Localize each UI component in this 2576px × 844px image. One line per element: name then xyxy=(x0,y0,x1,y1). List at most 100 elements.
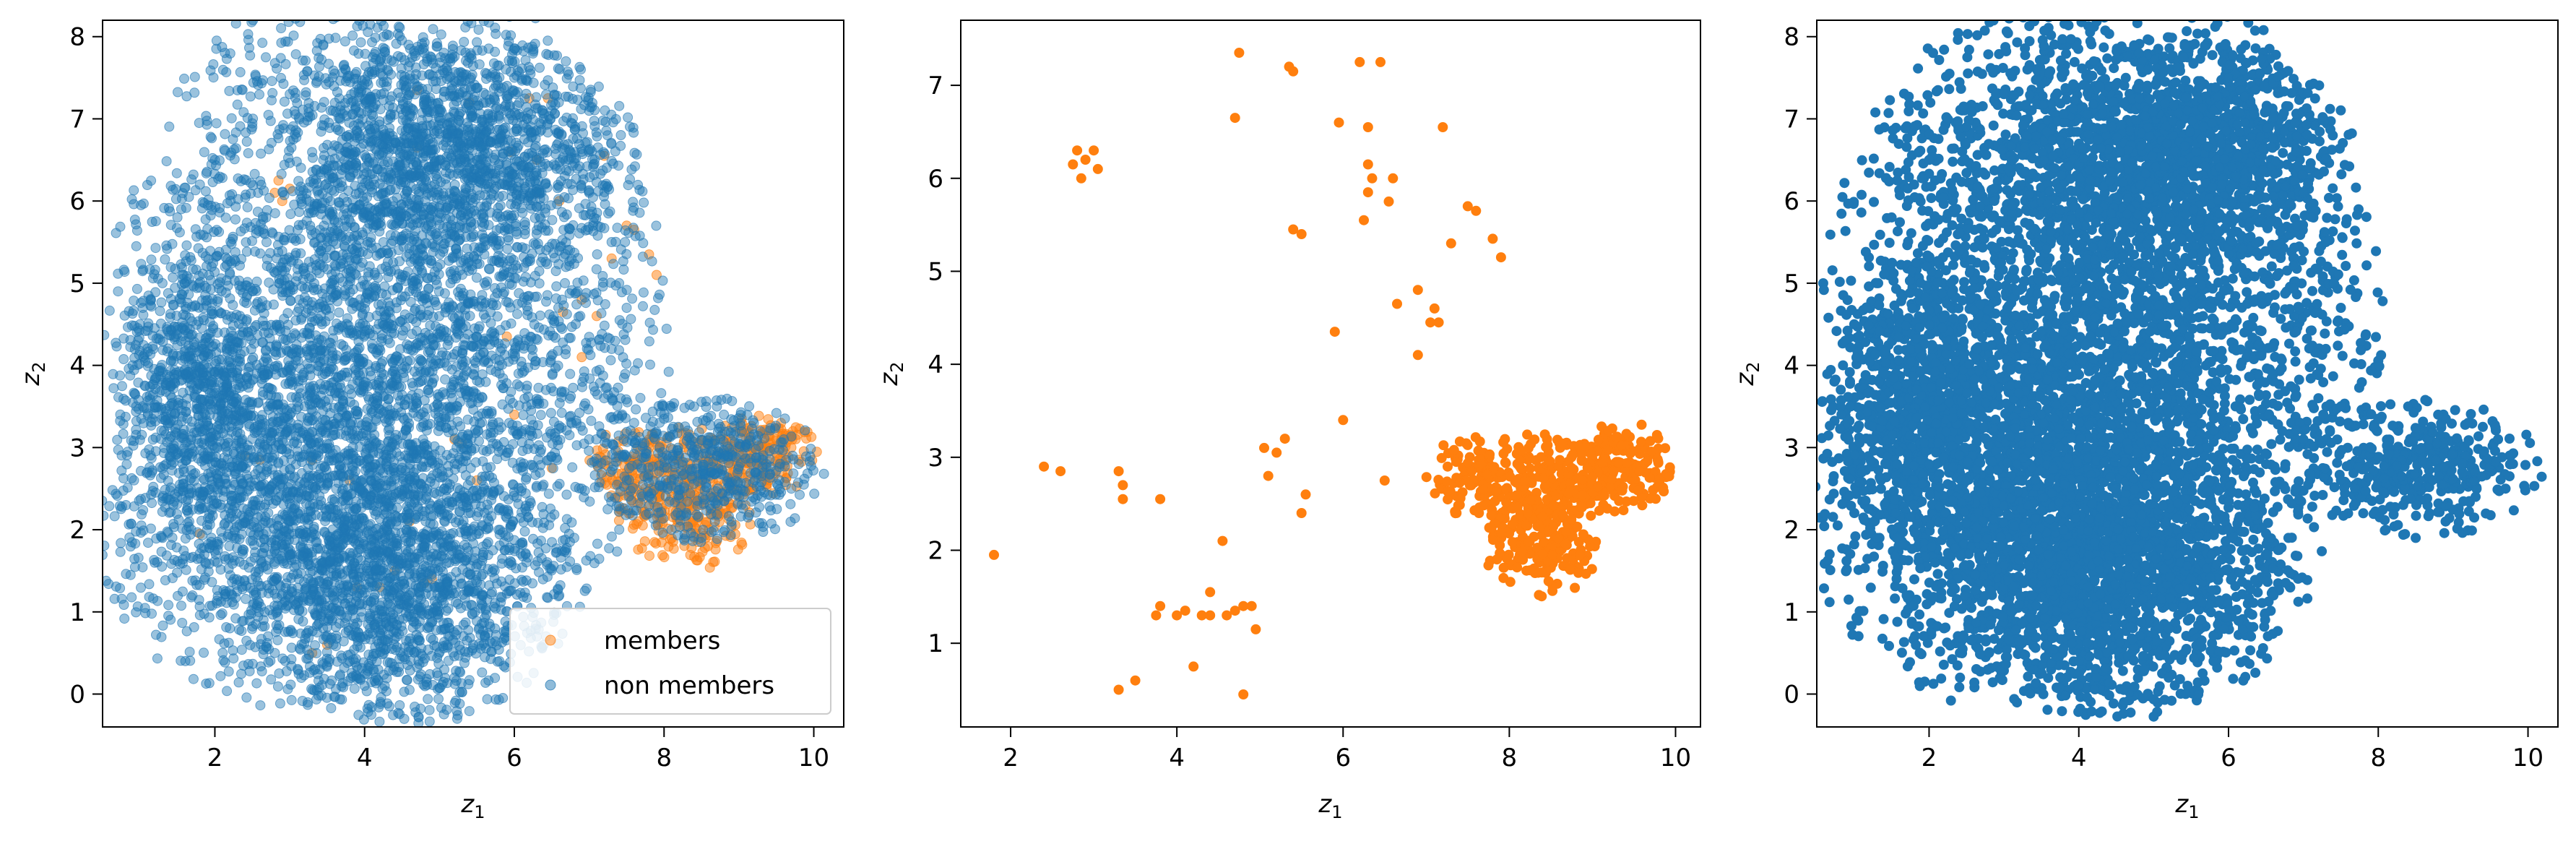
scatter-point xyxy=(209,60,218,69)
scatter-point xyxy=(585,374,595,383)
scatter-point xyxy=(535,468,545,478)
scatter-point xyxy=(534,441,543,450)
scatter-point xyxy=(264,111,273,120)
scatter-point xyxy=(251,228,261,238)
scatter-point xyxy=(518,462,527,472)
scatter-point xyxy=(256,149,266,158)
scatter-point xyxy=(541,385,550,395)
scatter-point xyxy=(542,297,551,306)
scatter-point xyxy=(614,414,623,423)
scatter-point xyxy=(654,293,663,303)
scatter-point xyxy=(500,339,509,348)
scatter-point xyxy=(197,204,207,213)
scatter-point xyxy=(147,255,156,264)
scatter-point xyxy=(166,181,176,191)
scatter-point xyxy=(246,178,256,188)
scatter-point xyxy=(647,257,657,266)
scatter-point xyxy=(256,701,265,710)
scatter-point xyxy=(105,306,114,315)
scatter-point xyxy=(256,0,266,7)
scatter-point xyxy=(403,267,412,276)
scatter-point xyxy=(512,379,522,389)
scatter-point xyxy=(645,551,654,561)
scatter-point xyxy=(242,137,251,147)
scatter-point xyxy=(313,285,322,294)
scatter-point xyxy=(237,669,246,679)
scatter-point xyxy=(737,538,746,548)
scatter-point xyxy=(578,382,587,392)
scatter-point xyxy=(499,270,509,279)
scatter-point xyxy=(262,53,271,62)
scatter-point xyxy=(639,301,648,311)
scatter-point xyxy=(646,360,655,369)
scatter-point xyxy=(618,257,628,266)
scatter-point xyxy=(544,489,553,499)
scatter-point xyxy=(311,261,321,270)
scatter-point xyxy=(607,532,616,541)
scatter-point xyxy=(414,275,423,284)
scatter-point xyxy=(365,325,374,335)
scatter-point xyxy=(212,36,221,46)
scatter-point xyxy=(441,0,451,8)
scatter-point xyxy=(639,288,648,297)
scatter-point xyxy=(424,388,433,397)
scatter-point xyxy=(331,33,340,43)
scatter-point xyxy=(131,241,141,251)
scatter-point xyxy=(595,422,604,431)
scatter-point xyxy=(430,296,439,305)
scatter-point xyxy=(420,328,430,337)
scatter-point xyxy=(521,425,530,434)
scatter-point xyxy=(483,277,492,286)
scatter-point xyxy=(270,59,280,68)
scatter-point xyxy=(305,274,314,283)
scatter-point xyxy=(220,129,230,139)
scatter-point xyxy=(522,335,531,345)
scatter-point xyxy=(457,354,466,363)
scatter-point xyxy=(535,267,544,276)
scatter-point xyxy=(658,551,667,560)
scatter-point xyxy=(486,308,496,317)
scatter-point xyxy=(270,209,280,218)
scatter-point xyxy=(576,422,585,431)
scatter-point xyxy=(490,293,499,302)
scatter-point xyxy=(503,244,512,254)
scatter-point xyxy=(551,363,561,373)
scatter-point xyxy=(504,357,514,366)
scatter-point xyxy=(293,225,303,235)
scatter-point xyxy=(420,368,429,377)
scatter-point xyxy=(592,250,602,259)
scatter-point xyxy=(262,354,272,363)
scatter-point xyxy=(558,295,567,304)
scatter-point xyxy=(548,439,557,448)
scatter-point xyxy=(230,145,239,154)
scatter-point xyxy=(330,251,340,260)
scatter-point xyxy=(175,228,184,237)
scatter-point xyxy=(299,70,308,79)
scatter-point xyxy=(264,278,274,288)
scatter-point xyxy=(132,226,142,236)
scatter-point xyxy=(226,237,235,246)
scatter-point xyxy=(475,350,485,359)
scatter-point xyxy=(543,456,552,465)
scatter-point xyxy=(587,416,596,426)
scatter-point xyxy=(475,322,484,331)
scatter-point xyxy=(288,186,298,196)
scatter-point xyxy=(278,187,288,197)
scatter-point xyxy=(346,11,355,20)
scatter-point xyxy=(160,255,170,264)
scatter-point xyxy=(222,686,232,696)
scatter-point xyxy=(582,288,591,298)
scatter-point xyxy=(331,267,340,276)
scatter-point xyxy=(329,14,338,24)
scatter-point xyxy=(202,167,212,176)
scatter-point xyxy=(395,23,405,33)
scatter-point xyxy=(508,398,517,408)
scatter-point xyxy=(182,241,191,250)
scatter-point xyxy=(531,357,540,366)
scatter-point xyxy=(474,25,483,35)
scatter-point xyxy=(222,54,231,64)
scatter-point xyxy=(190,88,199,98)
scatter-point xyxy=(589,559,599,568)
scatter-point xyxy=(396,345,405,354)
scatter-point xyxy=(511,345,520,354)
